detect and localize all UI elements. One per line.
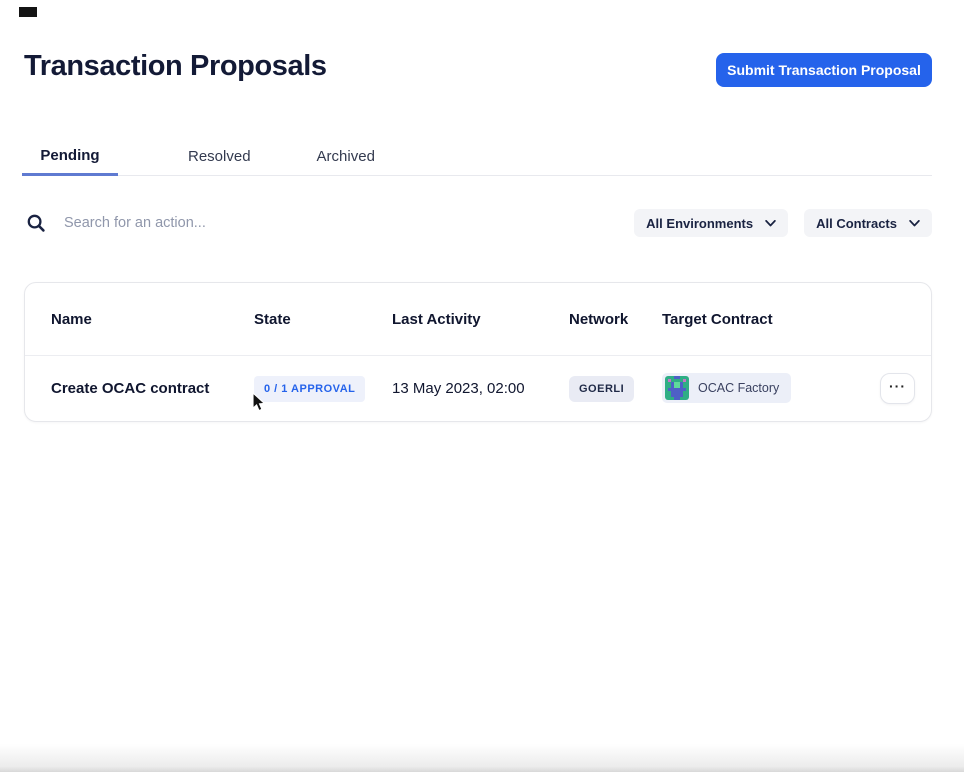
contracts-filter-dropdown[interactable]: All Contracts (804, 209, 932, 237)
last-activity-value: 13 May 2023, 02:00 (392, 380, 525, 397)
column-header-last-activity: Last Activity (392, 310, 481, 328)
proposals-table-card: Name State Last Activity Network Target … (24, 282, 932, 422)
tab-resolved[interactable]: Resolved (188, 148, 251, 165)
target-contract-label: OCAC Factory (698, 381, 780, 395)
environments-filter-label: All Environments (646, 215, 754, 231)
bottom-fade-gradient (0, 744, 964, 772)
submit-transaction-proposal-button[interactable]: Submit Transaction Proposal (716, 53, 932, 87)
chevron-down-icon (765, 219, 776, 226)
more-actions-button[interactable]: ··· (880, 373, 915, 404)
column-header-name: Name (51, 310, 92, 328)
search-and-filters-row: All Environments All Contracts (24, 206, 932, 240)
approval-state-badge[interactable]: 0 / 1 APPROVAL (254, 375, 366, 402)
proposal-name: Create OCAC contract (51, 380, 210, 397)
screen-recording-artifact (19, 7, 37, 17)
tab-pending[interactable]: Pending (22, 138, 118, 176)
column-header-state: State (254, 310, 291, 328)
search-icon (27, 214, 45, 232)
contract-avatar-icon (665, 376, 689, 400)
environments-filter-dropdown[interactable]: All Environments (634, 209, 789, 237)
column-header-network: Network (569, 310, 629, 328)
contracts-filter-label: All Contracts (816, 215, 897, 231)
page-title: Transaction Proposals (24, 50, 327, 82)
column-header-target-contract: Target Contract (662, 310, 773, 328)
tab-bar: Pending Resolved Archived (22, 138, 932, 176)
table-row[interactable]: Create OCAC contract 0 / 1 APPROVAL 13 M… (25, 356, 931, 421)
tab-archived[interactable]: Archived (316, 148, 375, 165)
search-input[interactable] (64, 215, 635, 231)
target-contract-chip[interactable]: OCAC Factory (662, 373, 792, 403)
table-header-row: Name State Last Activity Network Target … (25, 283, 931, 356)
chevron-down-icon (909, 219, 920, 226)
network-badge: GOERLI (569, 375, 635, 402)
